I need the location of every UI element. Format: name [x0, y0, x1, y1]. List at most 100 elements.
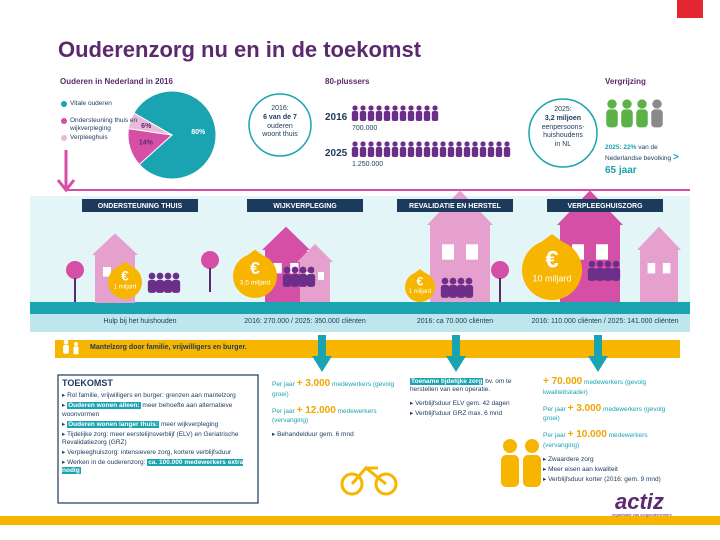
text: Verblijfsduur korter (2016: gem. 9 mnd) — [548, 476, 661, 484]
down-arrow — [452, 335, 460, 357]
bubble-text: 2016: 6 van de 7 ouderen woont thuis — [252, 105, 308, 140]
money-bag — [108, 265, 142, 299]
person-icon — [408, 141, 414, 147]
toekomst-item: Rol familie, vrijwilligers en burger: gr… — [62, 392, 254, 400]
legend-label: Verpleeghuis — [70, 134, 108, 141]
person-icon — [456, 284, 466, 298]
person-icon — [652, 99, 662, 109]
sector-heading-bg — [397, 199, 513, 212]
budget: 1 miljard — [409, 289, 432, 295]
person-icon — [391, 147, 399, 157]
text: medewerkers (gevolg kwaliteitskader) — [543, 379, 647, 396]
legend-swatch — [61, 118, 67, 124]
budget: 10 miljard — [532, 273, 571, 283]
person-icon — [164, 272, 172, 280]
text: 2025: — [554, 106, 572, 113]
sector-heading: REVALIDATIE EN HERSTEL — [409, 203, 502, 210]
pie-slice — [127, 112, 173, 136]
text: Ouderen wonen alleen: — [67, 402, 141, 410]
person-icon — [504, 141, 510, 147]
budget: 3,5 miljard — [240, 279, 271, 286]
text: 2025: 22% — [605, 144, 637, 151]
person-icon — [637, 99, 647, 109]
house-icon — [637, 226, 681, 250]
person-icon — [156, 272, 164, 280]
person-icon — [651, 109, 663, 128]
text: + 70.000 — [543, 376, 583, 387]
tree-icon — [74, 278, 76, 302]
legend-label: Vitale ouderen — [70, 100, 112, 107]
person-icon — [455, 147, 463, 157]
house-icon — [647, 263, 656, 274]
text: meer wijkverpleging — [159, 420, 219, 428]
text: eenpersoons- — [541, 123, 585, 131]
text: medewerkers (vervanging) — [272, 407, 377, 425]
pie-slice — [133, 90, 217, 180]
red-tab — [677, 0, 703, 18]
text: Meer eisen aan kwaliteit — [548, 466, 618, 473]
person-icon — [431, 147, 439, 157]
legend-swatch — [61, 101, 67, 107]
person-icon — [283, 266, 291, 274]
person-icon — [423, 111, 431, 121]
person-icon — [480, 141, 486, 147]
person-icon — [464, 141, 470, 147]
person-icon — [588, 260, 596, 268]
house-icon — [318, 272, 324, 280]
text: medewerkers (gevolg groei) — [272, 381, 395, 398]
tree-icon — [499, 278, 501, 302]
text: + 3.000 — [567, 402, 602, 414]
person-icon — [440, 284, 450, 298]
text: + 10.000 — [567, 429, 607, 441]
person-icon — [351, 147, 359, 157]
person-icon — [376, 105, 382, 111]
person-icon — [306, 273, 316, 287]
person-icon — [367, 147, 375, 157]
person-icon — [431, 111, 439, 121]
money-bag — [522, 240, 582, 300]
tree-icon — [209, 268, 211, 292]
pie-label: 14% — [139, 140, 154, 147]
house-icon — [103, 267, 111, 277]
tree-icon — [201, 251, 219, 269]
currency: € — [545, 246, 558, 273]
person-icon — [587, 267, 597, 281]
money-bag — [540, 234, 564, 243]
person-icon — [496, 141, 502, 147]
sector-caption: 2016: 110.000 cliënten / 2025: 141.000 c… — [531, 318, 679, 325]
count: 1.250.000 — [352, 161, 384, 168]
text: van de Nederlandse bevolking — [605, 144, 673, 163]
title: Ouderenzorg nu en in de toekomst — [58, 37, 422, 62]
currency: € — [250, 258, 260, 278]
person-icon — [449, 277, 457, 285]
person-icon — [456, 141, 462, 147]
flow-arrow — [56, 150, 76, 193]
person-icon — [471, 147, 479, 157]
tree-icon — [491, 261, 509, 279]
pie-label: 6% — [141, 123, 152, 130]
person-icon — [307, 266, 315, 274]
person-icon — [73, 346, 79, 355]
person-icon — [383, 111, 391, 121]
down-arrow — [446, 356, 466, 372]
person-icon — [391, 111, 399, 121]
toekomst-item: Tijdelijke zorg: meer eerstelijnsverblij… — [62, 431, 254, 447]
future-column: Toename tijdelijke zorg bv. om te herste… — [410, 378, 540, 421]
person-icon — [384, 141, 390, 147]
person-icon — [399, 111, 407, 121]
logo-tagline: organisatie van zorgondernemers — [612, 512, 672, 517]
section-title: Vergrijzing — [605, 77, 646, 86]
column-item: Verblijfsduur korter (2016: gem. 9 mnd) — [543, 476, 683, 484]
person-icon — [463, 147, 471, 157]
sector-caption: 2016: 270.000 / 2025: 350.000 cliënten — [244, 318, 366, 325]
house-icon — [640, 250, 678, 302]
person-icon — [352, 141, 358, 147]
text: medewerkers (vervanging) — [543, 432, 648, 449]
person-icon — [400, 105, 406, 111]
person-icon — [612, 260, 620, 268]
person-icon — [495, 147, 503, 157]
person-icon — [359, 147, 367, 157]
person-icon — [359, 111, 367, 121]
text: bv. om te herstellen van een operatie. — [410, 378, 512, 394]
sector-heading-bg — [247, 199, 363, 212]
